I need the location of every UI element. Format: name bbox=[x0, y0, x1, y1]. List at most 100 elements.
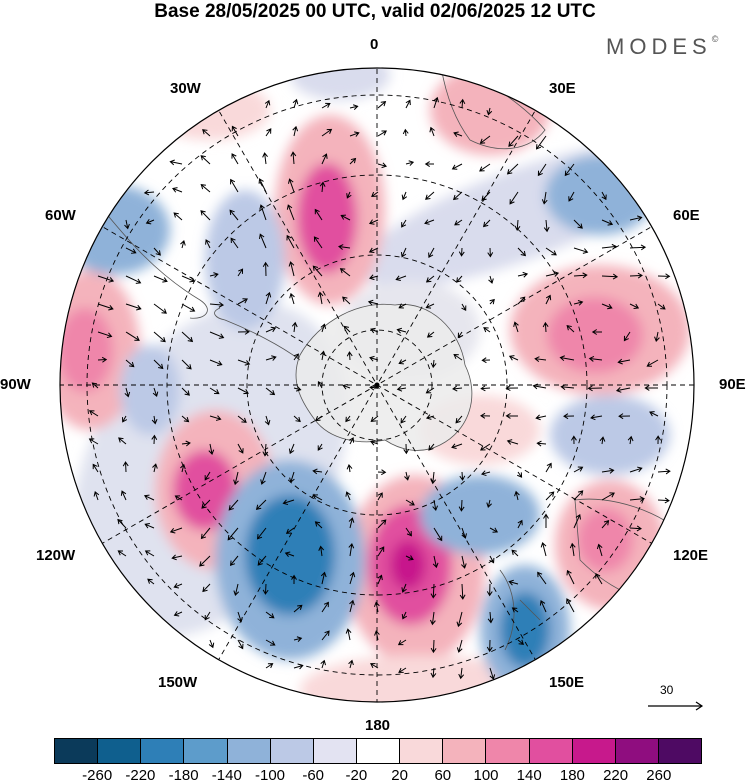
wind-arrow bbox=[569, 542, 576, 557]
wind-arrow bbox=[452, 385, 463, 392]
wind-arrow bbox=[289, 292, 295, 305]
wind-arrow bbox=[573, 466, 584, 473]
wind-arrow bbox=[398, 359, 407, 365]
wind-arrow bbox=[200, 210, 211, 221]
wind-arrow bbox=[97, 303, 114, 311]
wind-arrow bbox=[256, 527, 267, 540]
wind-arrow bbox=[262, 152, 268, 165]
wind-arrow bbox=[346, 351, 353, 361]
wind-arrow bbox=[481, 470, 491, 477]
wind-arrow bbox=[346, 191, 352, 199]
wind-arrow bbox=[147, 578, 155, 585]
anomaly-blob bbox=[205, 190, 285, 330]
wind-arrow bbox=[537, 163, 547, 177]
wind-arrow bbox=[401, 191, 408, 201]
wind-arrow bbox=[233, 471, 239, 486]
anomaly-blob bbox=[120, 345, 180, 435]
wind-arrow bbox=[425, 303, 435, 309]
wind-arrow bbox=[395, 275, 407, 282]
wind-arrow bbox=[428, 443, 435, 451]
wind-arrow bbox=[257, 555, 267, 566]
wind-arrow bbox=[145, 218, 155, 225]
anomaly-blob bbox=[550, 395, 670, 475]
wind-arrow bbox=[396, 385, 407, 392]
wind-arrow bbox=[451, 163, 463, 170]
wind-arrow bbox=[623, 331, 631, 342]
wind-arrow bbox=[125, 247, 137, 254]
wind-arrow bbox=[570, 435, 577, 445]
wind-arrow bbox=[457, 331, 463, 339]
wind-arrow bbox=[201, 499, 211, 509]
wind-arrow bbox=[458, 247, 465, 257]
wind-arrow bbox=[264, 99, 271, 109]
wind-arrow bbox=[425, 414, 435, 420]
wind-arrow bbox=[286, 234, 295, 249]
wind-arrow bbox=[181, 331, 194, 343]
wind-arrow bbox=[97, 356, 108, 363]
wind-arrow bbox=[293, 415, 301, 423]
wind-arrow bbox=[202, 129, 211, 137]
wind-arrow bbox=[370, 663, 379, 669]
colorbar-swatch bbox=[55, 739, 99, 763]
wind-arrow bbox=[456, 639, 463, 653]
wind-arrow bbox=[320, 323, 327, 333]
colorbar-swatch bbox=[227, 739, 271, 763]
wind-arrow bbox=[430, 667, 437, 679]
lon-label-150e: 150E bbox=[549, 674, 585, 691]
wind-arrow bbox=[545, 491, 555, 501]
wind-arrow bbox=[314, 521, 323, 529]
lon-label-180: 180 bbox=[365, 717, 391, 734]
wind-arrow bbox=[428, 247, 435, 259]
wind-arrow bbox=[508, 355, 519, 361]
colorbar-swatch bbox=[529, 739, 573, 763]
wind-arrow bbox=[169, 527, 183, 534]
wind-arrow bbox=[543, 219, 550, 233]
wind-arrow bbox=[514, 219, 521, 232]
wind-arrow bbox=[93, 490, 100, 501]
wind-arrow bbox=[545, 462, 552, 473]
wind-arrow bbox=[433, 96, 439, 109]
wind-arrow bbox=[317, 381, 323, 389]
wind-arrow bbox=[517, 471, 523, 478]
anomaly-blob bbox=[390, 540, 426, 590]
wind-arrow bbox=[513, 321, 519, 333]
wind-arrow bbox=[401, 219, 407, 228]
wind-arrow bbox=[265, 639, 276, 646]
wind-arrow bbox=[237, 415, 247, 423]
wind-arrow bbox=[508, 579, 519, 586]
wind-arrow bbox=[459, 98, 466, 109]
wind-arrow bbox=[209, 272, 219, 278]
wind-arrow bbox=[208, 639, 215, 649]
colorbar-swatch bbox=[658, 739, 702, 763]
wind-arrow bbox=[151, 415, 158, 425]
lon-label-30e: 30E bbox=[549, 80, 576, 97]
wind-arrow bbox=[601, 243, 618, 250]
wind-arrow bbox=[122, 415, 128, 423]
wind-arrow bbox=[229, 209, 239, 221]
wind-arrow bbox=[313, 236, 323, 249]
colorbar bbox=[54, 738, 702, 764]
wind-arrow bbox=[369, 355, 379, 362]
colorbar-tick-label: 220 bbox=[603, 767, 629, 784]
polar-map bbox=[59, 67, 695, 703]
wind-arrow bbox=[88, 410, 99, 417]
colorbar-ticks: -260 -220 -180 -140 -100 -60 -20 20 60 100 140 180 2… bbox=[0, 767, 750, 784]
wind-arrow bbox=[657, 468, 671, 475]
wind-arrow bbox=[629, 244, 647, 251]
colorbar-swatch bbox=[443, 739, 487, 763]
wind-arrow bbox=[255, 499, 267, 510]
wind-arrow bbox=[405, 99, 411, 109]
anomaly-field bbox=[60, 68, 694, 702]
wind-arrow bbox=[144, 550, 155, 557]
colorbar-tick-label: 180 bbox=[559, 767, 585, 784]
wind-arrow bbox=[319, 181, 326, 193]
wind-arrow bbox=[587, 385, 603, 392]
wind-arrow bbox=[291, 321, 298, 333]
wind-arrow bbox=[264, 415, 271, 426]
wind-arrow bbox=[285, 527, 295, 534]
wind-arrow bbox=[377, 546, 385, 557]
wind-arrow bbox=[599, 436, 606, 445]
wind-arrow bbox=[174, 495, 183, 501]
wind-arrow bbox=[459, 583, 466, 600]
wind-arrow bbox=[542, 321, 549, 333]
